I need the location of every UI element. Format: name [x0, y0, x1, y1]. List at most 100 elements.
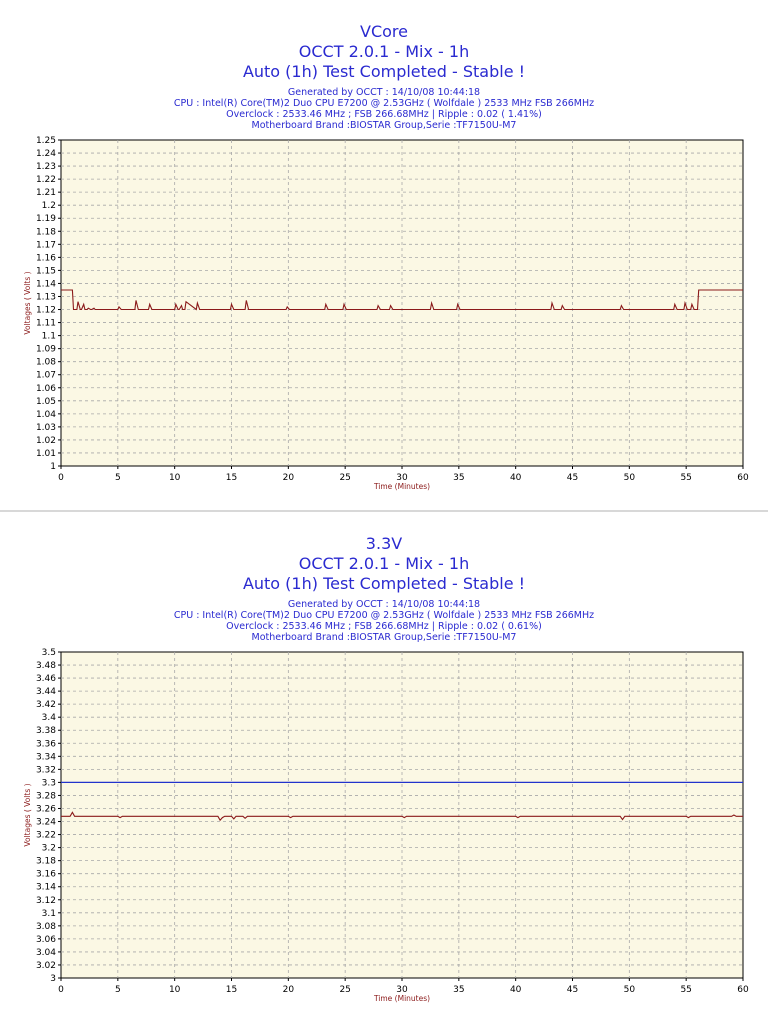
y-tick-label: 3.06 — [36, 935, 56, 945]
y-tick-label: 1.2 — [42, 201, 56, 211]
y-tick-label: 1.24 — [36, 149, 56, 159]
chart-subtitle: OCCT 2.0.1 - Mix - 1h — [298, 554, 470, 573]
x-tick-label: 5 — [115, 473, 121, 483]
chart-status: Auto (1h) Test Completed - Stable ! — [242, 574, 526, 593]
x-tick-label: 55 — [680, 985, 691, 995]
x-tick-label: 20 — [283, 473, 295, 483]
3v3-chart-panel: 3.3V OCCT 2.0.1 - Mix - 1h Auto (1h) Tes… — [0, 512, 768, 1022]
series-line — [61, 811, 743, 822]
y-tick-label: 3.42 — [36, 700, 56, 710]
y-tick-label: 1.01 — [36, 449, 56, 459]
x-tick-label: 35 — [453, 473, 464, 483]
y-tick-label: 1.1 — [42, 332, 56, 342]
y-tick-label: 1.18 — [36, 227, 56, 237]
info-cpu: CPU : Intel(R) Core(TM)2 Duo CPU E7200 @… — [173, 610, 595, 621]
x-tick-label: 60 — [737, 473, 749, 483]
x-tick-label: 15 — [226, 473, 237, 483]
y-tick-label: 3.24 — [36, 818, 56, 828]
y-tick-label: 3.38 — [36, 726, 56, 736]
y-tick-label: 3.34 — [36, 752, 56, 762]
x-tick-label: 10 — [169, 985, 181, 995]
info-motherboard: Motherboard Brand :BIOSTAR Group,Serie :… — [251, 632, 517, 643]
chart-status: Auto (1h) Test Completed - Stable ! — [242, 62, 526, 81]
vcore-plot: 1 1.01 1.02 1.03 1.04 1.05 1.06 1.07 1.08 1.09 1.1… — [23, 136, 749, 491]
x-tick-label: 45 — [567, 985, 578, 995]
y-tick-label: 3 — [50, 974, 56, 984]
y-tick-label: 3.5 — [42, 648, 56, 658]
y-tick-label: 3.4 — [42, 713, 57, 723]
chart-separator — [0, 510, 768, 512]
x-tick-label: 50 — [624, 473, 636, 483]
y-tick-label: 1.19 — [36, 214, 56, 224]
y-tick-label: 1.11 — [36, 319, 56, 329]
x-tick-label: 30 — [396, 473, 408, 483]
y-tick-label: 3.16 — [36, 870, 56, 880]
x-tick-label: 50 — [624, 985, 636, 995]
x-axis-label: Time (Minutes) — [373, 994, 430, 1003]
x-tick-label: 25 — [339, 985, 350, 995]
y-tick-label: 1.23 — [36, 162, 56, 172]
y-tick-label: 3.44 — [36, 687, 56, 697]
y-tick-label: 1.16 — [36, 253, 56, 263]
x-tick-label: 20 — [283, 985, 295, 995]
y-tick-label: 3.02 — [36, 961, 56, 971]
y-tick-label: 3.26 — [36, 804, 56, 814]
y-tick-label: 3.32 — [36, 765, 56, 775]
chart-title: VCore — [360, 22, 408, 41]
series-line — [61, 289, 743, 311]
y-tick-label: 1 — [50, 462, 56, 472]
3v3-plot: 3 3.02 3.04 3.06 3.08 3.1 3.12 3.14 3.16 3.18 3.2 3… — [23, 648, 749, 1003]
y-tick-label: 3.14 — [36, 883, 56, 893]
info-cpu: CPU : Intel(R) Core(TM)2 Duo CPU E7200 @… — [173, 98, 595, 109]
y-tick-label: 1.07 — [36, 371, 56, 381]
y-tick-label: 1.03 — [36, 423, 56, 433]
info-motherboard: Motherboard Brand :BIOSTAR Group,Serie :… — [251, 120, 517, 131]
x-tick-label: 40 — [510, 985, 522, 995]
y-tick-label: 1.14 — [36, 279, 56, 289]
chart-title: 3.3V — [365, 534, 403, 553]
y-tick-label: 3.3 — [42, 778, 56, 788]
x-tick-label: 55 — [680, 473, 691, 483]
chart-subtitle: OCCT 2.0.1 - Mix - 1h — [298, 42, 470, 61]
info-overclock: Overclock : 2533.46 MHz ; FSB 266.68MHz … — [226, 621, 542, 632]
x-tick-label: 10 — [169, 473, 181, 483]
y-tick-label: 3.28 — [36, 791, 56, 801]
y-axis-label: Voltages ( Volts ) — [23, 271, 32, 334]
x-tick-label: 5 — [115, 985, 121, 995]
x-axis-label: Time (Minutes) — [373, 482, 430, 491]
info-generated: Generated by OCCT : 14/10/08 10:44:18 — [287, 87, 481, 98]
info-generated: Generated by OCCT : 14/10/08 10:44:18 — [287, 599, 481, 610]
x-tick-label: 35 — [453, 985, 464, 995]
info-overclock: Overclock : 2533.46 MHz ; FSB 266.68MHz … — [226, 109, 542, 120]
y-tick-label: 1.06 — [36, 384, 56, 394]
x-tick-label: 40 — [510, 473, 522, 483]
y-tick-label: 3.48 — [36, 661, 56, 671]
x-tick-label: 30 — [396, 985, 408, 995]
y-tick-label: 1.12 — [36, 306, 56, 316]
y-tick-label: 1.08 — [36, 358, 56, 368]
y-tick-label: 1.15 — [36, 266, 56, 276]
x-tick-label: 0 — [58, 473, 64, 483]
y-tick-label: 1.02 — [36, 436, 56, 446]
y-tick-label: 3.04 — [36, 948, 56, 958]
y-tick-label: 3.1 — [42, 909, 56, 919]
x-tick-label: 25 — [339, 473, 350, 483]
y-axis-label: Voltages ( Volts ) — [23, 783, 32, 846]
y-tick-label: 3.08 — [36, 922, 56, 932]
x-tick-label: 15 — [226, 985, 237, 995]
y-tick-label: 1.05 — [36, 397, 56, 407]
y-tick-label: 1.13 — [36, 292, 56, 302]
y-tick-label: 1.09 — [36, 345, 56, 355]
y-tick-label: 3.46 — [36, 674, 56, 684]
x-tick-label: 60 — [737, 985, 749, 995]
y-tick-label: 3.22 — [36, 831, 56, 841]
vcore-chart-panel: VCore OCCT 2.0.1 - Mix - 1h Auto (1h) Te… — [0, 0, 768, 510]
y-tick-label: 1.22 — [36, 175, 56, 185]
y-tick-label: 3.18 — [36, 857, 56, 867]
y-tick-label: 3.12 — [36, 896, 56, 906]
y-tick-label: 1.04 — [36, 410, 56, 420]
y-tick-label: 3.36 — [36, 739, 56, 749]
x-tick-label: 0 — [58, 985, 64, 995]
y-tick-label: 1.17 — [36, 240, 56, 250]
y-tick-label: 3.2 — [42, 844, 56, 854]
